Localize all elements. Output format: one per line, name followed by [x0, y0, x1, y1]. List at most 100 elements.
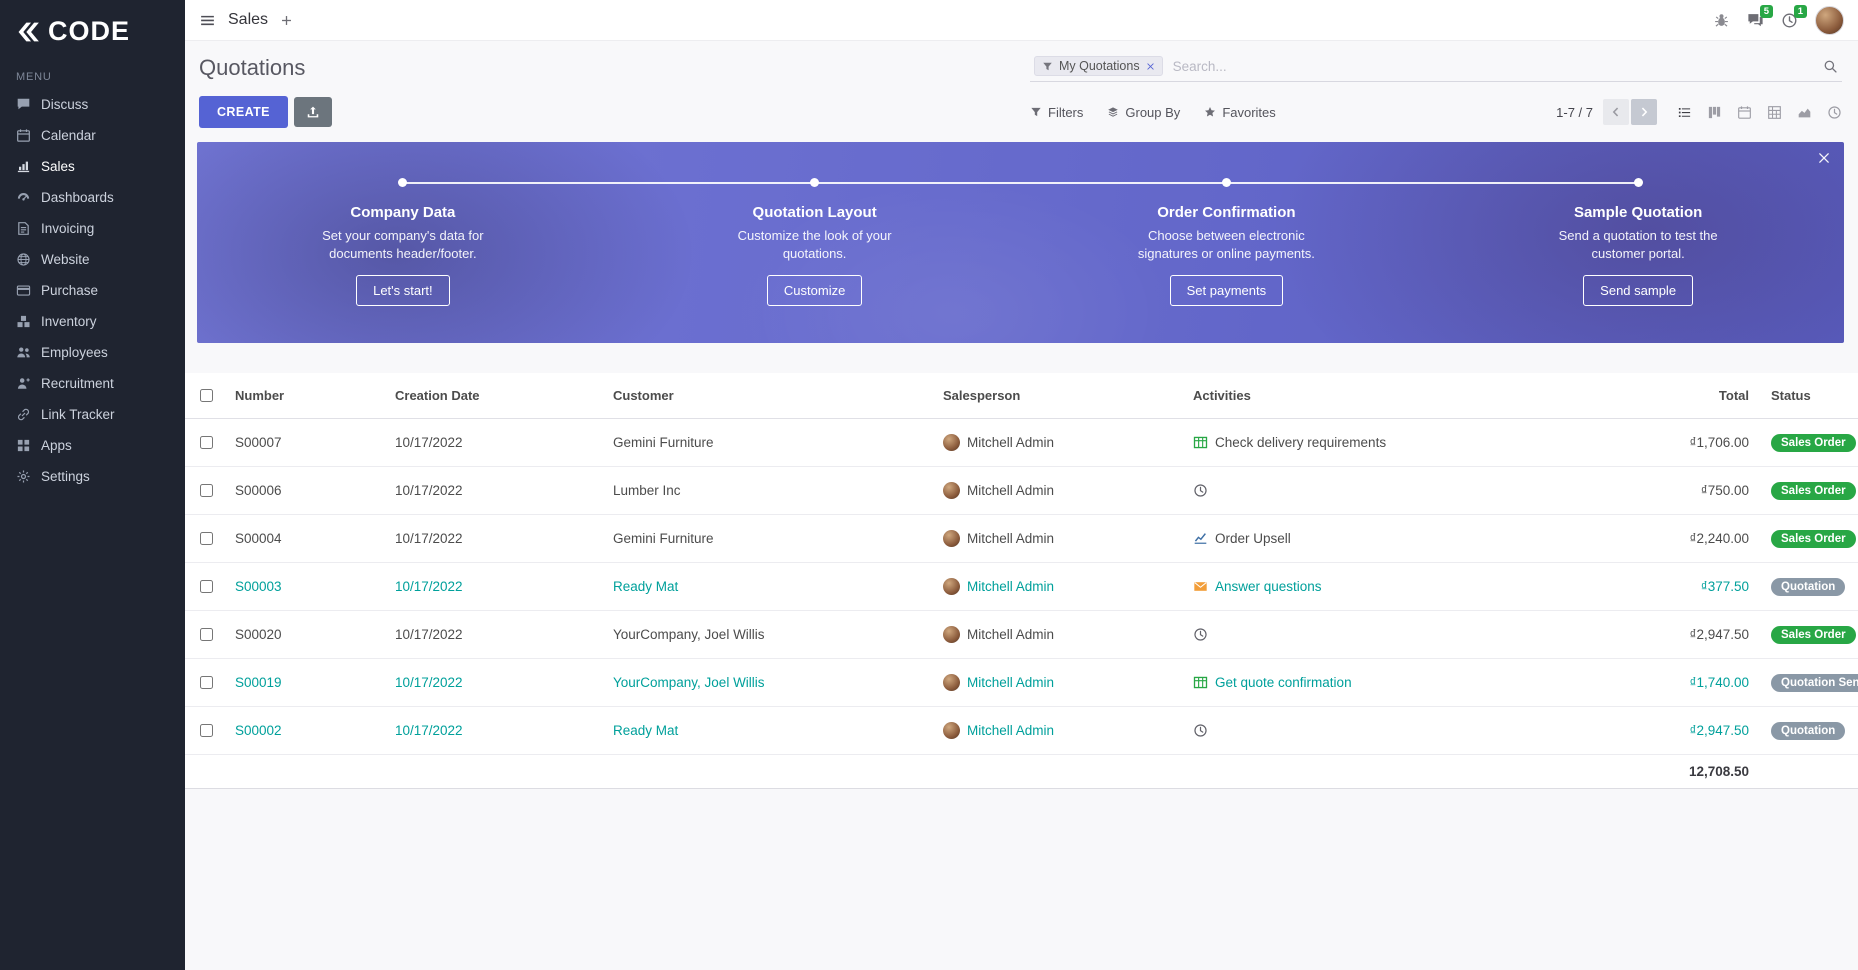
status-cell: Quotation	[1763, 562, 1858, 611]
salesperson-name: Mitchell Admin	[967, 723, 1055, 738]
step-description: Choose between electronic signatures or …	[1137, 228, 1315, 261]
calendar-view-icon[interactable]	[1737, 105, 1752, 120]
creation-date: 10/17/2022	[387, 658, 605, 707]
invoicing-icon	[16, 221, 31, 236]
sidebar-item-website[interactable]: Website	[0, 244, 185, 275]
list-view-icon[interactable]	[1677, 105, 1692, 120]
pivot-view-icon[interactable]	[1767, 105, 1782, 120]
app-logo[interactable]: CODE	[0, 0, 185, 57]
sidebar-item-employees[interactable]: Employees	[0, 337, 185, 368]
recruitment-icon	[16, 376, 31, 391]
row-checkbox[interactable]	[200, 580, 213, 593]
column-header-total[interactable]: Total	[1598, 373, 1763, 419]
table-row[interactable]: S00006 10/17/2022 Lumber Inc Mitchell Admin…	[185, 466, 1858, 515]
row-checkbox[interactable]	[200, 628, 213, 641]
select-all-checkbox[interactable]	[200, 389, 213, 402]
banner-close-icon[interactable]	[1817, 151, 1831, 165]
table-row[interactable]: S00019 10/17/2022 YourCompany, Joel Willis…	[185, 658, 1858, 707]
envelope-activity-icon[interactable]	[1193, 579, 1208, 594]
pager-next-button[interactable]	[1631, 99, 1657, 125]
chart-activity-icon[interactable]	[1193, 531, 1208, 546]
spreadsheet-activity-icon[interactable]	[1193, 675, 1208, 690]
table-row[interactable]: S00020 10/17/2022 YourCompany, Joel Willis…	[185, 610, 1858, 659]
customer-name: YourCompany, Joel Willis	[605, 658, 935, 707]
facet-remove-icon[interactable]	[1146, 62, 1155, 71]
sidebar-item-apps[interactable]: Apps	[0, 430, 185, 461]
add-tab-icon[interactable]	[280, 14, 293, 27]
step-action-button[interactable]: Customize	[766, 275, 863, 307]
activities-clock-icon[interactable]: 1	[1781, 4, 1807, 29]
filter-icon	[1030, 106, 1042, 118]
row-checkbox[interactable]	[200, 724, 213, 737]
column-header-customer[interactable]: Customer	[605, 373, 935, 419]
sidebar-item-purchase[interactable]: Purchase	[0, 275, 185, 306]
topbar: Sales 5 1	[185, 0, 1858, 41]
step-action-button[interactable]: Set payments	[1169, 275, 1284, 307]
clock-activity-icon[interactable]	[1193, 483, 1208, 498]
activity-label: Get quote confirmation	[1215, 675, 1352, 690]
filter-group: Filters Group By Favorites	[1030, 105, 1276, 120]
favorites-button[interactable]: Favorites	[1204, 105, 1276, 120]
search-bar: My Quotations	[1030, 53, 1842, 82]
onboarding-step-quotation-layout: Quotation Layout Customize the look of yo…	[609, 142, 1021, 343]
sidebar-item-invoicing[interactable]: Invoicing	[0, 213, 185, 244]
quotations-list: Number Creation Date Customer Salesperso…	[185, 373, 1858, 789]
column-header-creation-date[interactable]: Creation Date	[387, 373, 605, 419]
graph-view-icon[interactable]	[1797, 105, 1812, 120]
sidebar-item-settings[interactable]: Settings	[0, 461, 185, 492]
salesperson-name: Mitchell Admin	[967, 483, 1055, 498]
activities-cell: Answer questions	[1185, 562, 1598, 611]
filters-button[interactable]: Filters	[1030, 105, 1083, 120]
row-checkbox[interactable]	[200, 532, 213, 545]
sidebar-item-inventory[interactable]: Inventory	[0, 306, 185, 337]
salesperson-name: Mitchell Admin	[967, 531, 1055, 546]
column-header-status[interactable]: Status	[1763, 373, 1858, 419]
pager-previous-button[interactable]	[1603, 99, 1629, 125]
kanban-view-icon[interactable]	[1707, 105, 1722, 120]
search-input[interactable]	[1170, 57, 1815, 75]
inventory-icon	[16, 314, 31, 329]
progress-line	[402, 182, 1639, 184]
row-checkbox-cell	[185, 562, 227, 611]
activity-view-icon[interactable]	[1827, 105, 1842, 120]
row-checkbox[interactable]	[200, 436, 213, 449]
table-row[interactable]: S00002 10/17/2022 Ready Mat Mitchell Admin ₫…	[185, 706, 1858, 755]
user-avatar[interactable]	[1815, 5, 1844, 35]
clock-activity-icon[interactable]	[1193, 627, 1208, 642]
sidebar-item-dashboards[interactable]: Dashboards	[0, 182, 185, 213]
sidebar-item-link-tracker[interactable]: Link Tracker	[0, 399, 185, 430]
clock-activity-icon[interactable]	[1193, 723, 1208, 738]
creation-date: 10/17/2022	[387, 706, 605, 755]
status-badge: Sales Order	[1771, 625, 1856, 644]
column-header-activities[interactable]: Activities	[1185, 373, 1598, 419]
debug-bug-icon[interactable]	[1713, 12, 1730, 29]
sidebar-item-sales[interactable]: Sales	[0, 151, 185, 182]
search-icon[interactable]	[1823, 59, 1838, 74]
sidebar-item-recruitment[interactable]: Recruitment	[0, 368, 185, 399]
sidebar-item-discuss[interactable]: Discuss	[0, 89, 185, 120]
row-checkbox[interactable]	[200, 676, 213, 689]
page-title: Quotations	[199, 54, 306, 80]
messages-icon[interactable]: 5	[1747, 4, 1773, 29]
table-row[interactable]: S00007 10/17/2022 Gemini Furniture Mitchell…	[185, 418, 1858, 467]
group-by-button[interactable]: Group By	[1107, 105, 1180, 120]
row-checkbox[interactable]	[200, 484, 213, 497]
sidebar-item-calendar[interactable]: Calendar	[0, 120, 185, 151]
create-button[interactable]: CREATE	[199, 96, 288, 128]
spreadsheet-activity-icon[interactable]	[1193, 435, 1208, 450]
column-header-salesperson[interactable]: Salesperson	[935, 373, 1185, 419]
total-amount: ₫377.50	[1598, 562, 1763, 611]
star-icon	[1204, 106, 1216, 118]
pager-range: 1-7 / 7	[1556, 104, 1593, 120]
step-action-button[interactable]: Send sample	[1583, 275, 1694, 307]
hamburger-menu-icon[interactable]	[199, 12, 216, 29]
view-switcher	[1677, 105, 1842, 120]
column-header-number[interactable]: Number	[227, 373, 387, 419]
export-button[interactable]	[293, 97, 332, 127]
salesperson-name: Mitchell Admin	[967, 435, 1055, 450]
search-facet[interactable]: My Quotations	[1034, 56, 1163, 76]
table-row[interactable]: S00003 10/17/2022 Ready Mat Mitchell Admin A…	[185, 562, 1858, 611]
table-row[interactable]: S00004 10/17/2022 Gemini Furniture Mitchell…	[185, 514, 1858, 563]
step-action-button[interactable]: Let's start!	[356, 275, 450, 307]
quotation-number: S00002	[227, 706, 387, 755]
